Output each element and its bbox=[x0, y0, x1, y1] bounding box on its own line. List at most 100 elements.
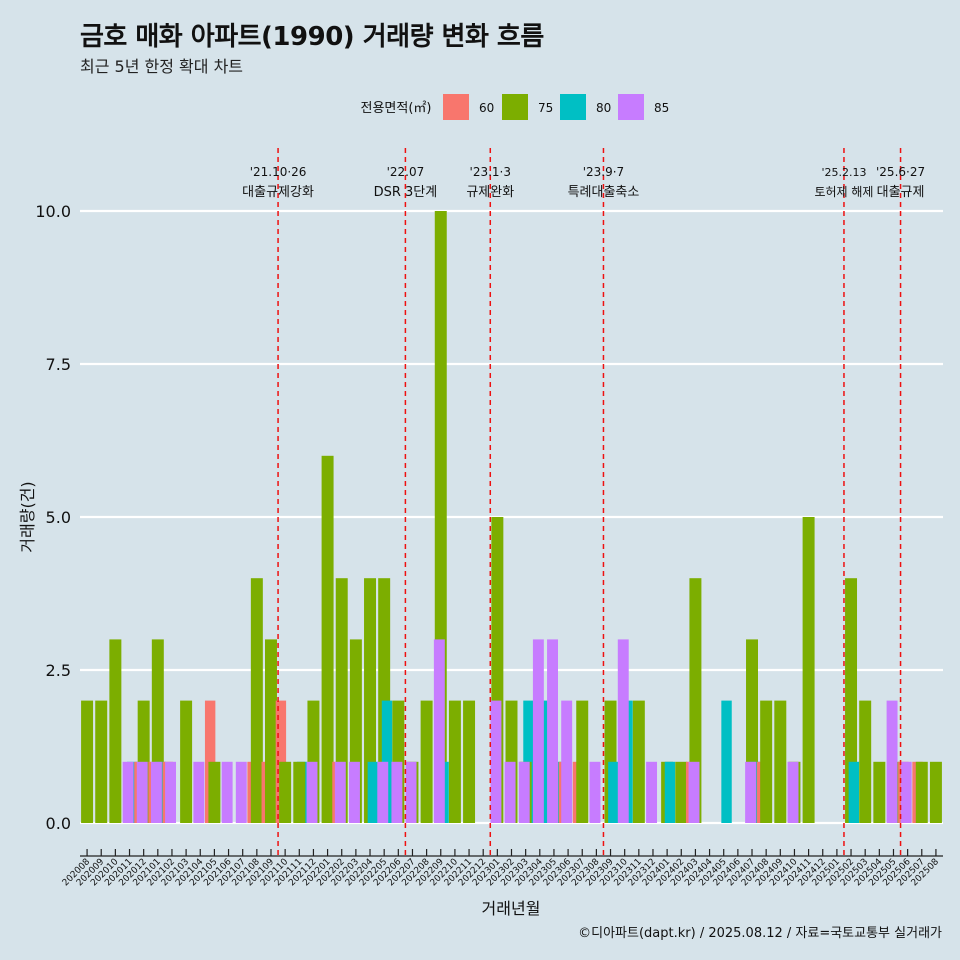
bar-202308-85 bbox=[589, 761, 601, 823]
bar-202301-85 bbox=[490, 700, 502, 823]
event-date: '21.10·26 bbox=[250, 165, 307, 179]
y-tick-label: 5.0 bbox=[46, 508, 71, 527]
event-date: '23.9·7 bbox=[583, 165, 624, 179]
bar-202202-85 bbox=[334, 761, 346, 823]
event-label: 대출규제 bbox=[877, 185, 925, 200]
legend-swatch-75 bbox=[502, 94, 528, 120]
bar-202304-85 bbox=[532, 639, 544, 823]
bar-202112-85 bbox=[306, 761, 318, 823]
event-markers: '21.10·26 대출규제강화 '22.07 DSR 3단계 '23.1·3 규제완화 '… bbox=[242, 148, 925, 856]
bar-202312-85 bbox=[646, 761, 658, 823]
bar-202010-75 bbox=[109, 639, 122, 823]
bar-202402-75 bbox=[675, 761, 688, 823]
source-caption: ©디아파트(dapt.kr) / 2025.08.12 / 자료=국토교통부 실… bbox=[578, 926, 942, 941]
legend-label-75: 75 bbox=[538, 101, 553, 115]
bar-202201-75 bbox=[321, 455, 334, 823]
y-tick-label: 10.0 bbox=[35, 202, 71, 221]
legend-swatch-85 bbox=[618, 94, 644, 120]
event-label: 대출규제강화 bbox=[242, 185, 314, 200]
event-label: 토허제 해제 bbox=[814, 185, 873, 199]
bar-202012-85 bbox=[136, 761, 148, 823]
bar-202109-75 bbox=[265, 639, 277, 823]
bar-202202-75 bbox=[335, 578, 348, 823]
bar-202310-85 bbox=[617, 639, 629, 823]
bar-202103-75 bbox=[180, 700, 193, 823]
bar-202508-75 bbox=[929, 761, 942, 823]
bar-202008-75 bbox=[81, 700, 94, 823]
bar-202208-75 bbox=[420, 700, 433, 823]
bar-202410-85 bbox=[787, 761, 799, 823]
event-label: DSR 3단계 bbox=[374, 185, 438, 200]
axes: 2020082020092020102020112020122021012021… bbox=[61, 849, 943, 888]
bar-202503-75 bbox=[859, 700, 872, 823]
bar-202306-85 bbox=[561, 700, 573, 823]
bar-202502-80 bbox=[848, 761, 860, 823]
bar-202307-75 bbox=[576, 700, 589, 823]
bar-202209-85 bbox=[433, 639, 445, 823]
y-axis-title: 거래량(건) bbox=[18, 481, 37, 552]
legend-label-80: 80 bbox=[596, 101, 611, 115]
bar-202403-85 bbox=[688, 761, 700, 823]
bar-202204-80 bbox=[367, 761, 379, 823]
bar-202407-85 bbox=[745, 761, 757, 823]
event-date: '25.2.13 bbox=[821, 166, 866, 179]
bar-202101-85 bbox=[150, 761, 162, 823]
y-tick-label: 2.5 bbox=[46, 661, 71, 680]
bar-202302-85 bbox=[504, 761, 516, 823]
legend-swatch-60 bbox=[443, 94, 469, 120]
bar-202504-75 bbox=[873, 761, 886, 823]
bar-202111-75 bbox=[293, 761, 306, 823]
bar-202311-75 bbox=[632, 700, 645, 823]
legend-title: 전용면적(㎡) bbox=[361, 101, 432, 116]
bar-202101-75 bbox=[151, 639, 164, 823]
bar-202506-85 bbox=[900, 761, 912, 823]
bar-202203-85 bbox=[348, 761, 360, 823]
bar-202401-80 bbox=[664, 761, 676, 823]
bar-202403-75 bbox=[689, 578, 702, 823]
bar-202502-75 bbox=[845, 578, 858, 823]
bar-202407-75 bbox=[746, 639, 758, 823]
chart-title: 금호 매화 아파트(1990) 거래량 변화 흐름 bbox=[80, 22, 544, 52]
bar-202110-75 bbox=[279, 761, 292, 823]
bars-layer bbox=[81, 211, 942, 823]
bar-202011-85 bbox=[122, 761, 134, 823]
bar-202507-75 bbox=[915, 761, 928, 823]
bar-202105-75 bbox=[208, 761, 221, 823]
bar-202108-75 bbox=[250, 578, 263, 823]
bar-202206-85 bbox=[391, 761, 403, 823]
bar-202207-85 bbox=[405, 761, 417, 823]
bar-202102-85 bbox=[165, 761, 177, 823]
event-date: '22.07 bbox=[387, 165, 425, 179]
legend-swatch-80 bbox=[560, 94, 586, 120]
bar-202301-75 bbox=[491, 517, 504, 823]
chart-subtitle: 최근 5년 한정 확대 차트 bbox=[80, 57, 244, 76]
bar-202203-75 bbox=[349, 639, 362, 823]
bar-202505-85 bbox=[886, 700, 898, 823]
bar-202211-75 bbox=[463, 700, 476, 823]
bar-202305-85 bbox=[547, 639, 558, 823]
bar-202411-75 bbox=[802, 517, 815, 823]
event-date: '23.1·3 bbox=[470, 165, 511, 179]
y-tick-label: 0.0 bbox=[46, 814, 71, 833]
bar-202303-85 bbox=[518, 761, 530, 823]
bar-202104-85 bbox=[193, 761, 205, 823]
event-label: 특례대출축소 bbox=[568, 185, 640, 200]
legend: 전용면적(㎡) 60 75 80 85 bbox=[361, 94, 669, 120]
bar-202210-75 bbox=[448, 700, 461, 823]
legend-label-60: 60 bbox=[479, 101, 494, 115]
bar-202107-85 bbox=[235, 761, 247, 823]
bar-202209-75 bbox=[434, 211, 447, 823]
event-label: 규제완화 bbox=[466, 185, 514, 200]
legend-label-85: 85 bbox=[654, 101, 669, 115]
bar-202204-75 bbox=[364, 578, 377, 823]
bar-202205-85 bbox=[377, 761, 389, 823]
y-tick-label: 7.5 bbox=[46, 355, 71, 374]
bar-202409-75 bbox=[774, 700, 787, 823]
event-date: '25.6·27 bbox=[876, 165, 925, 179]
bar-202408-75 bbox=[760, 700, 773, 823]
bar-202009-75 bbox=[95, 700, 108, 823]
bar-202309-80 bbox=[608, 761, 619, 823]
bar-202106-85 bbox=[221, 761, 233, 823]
